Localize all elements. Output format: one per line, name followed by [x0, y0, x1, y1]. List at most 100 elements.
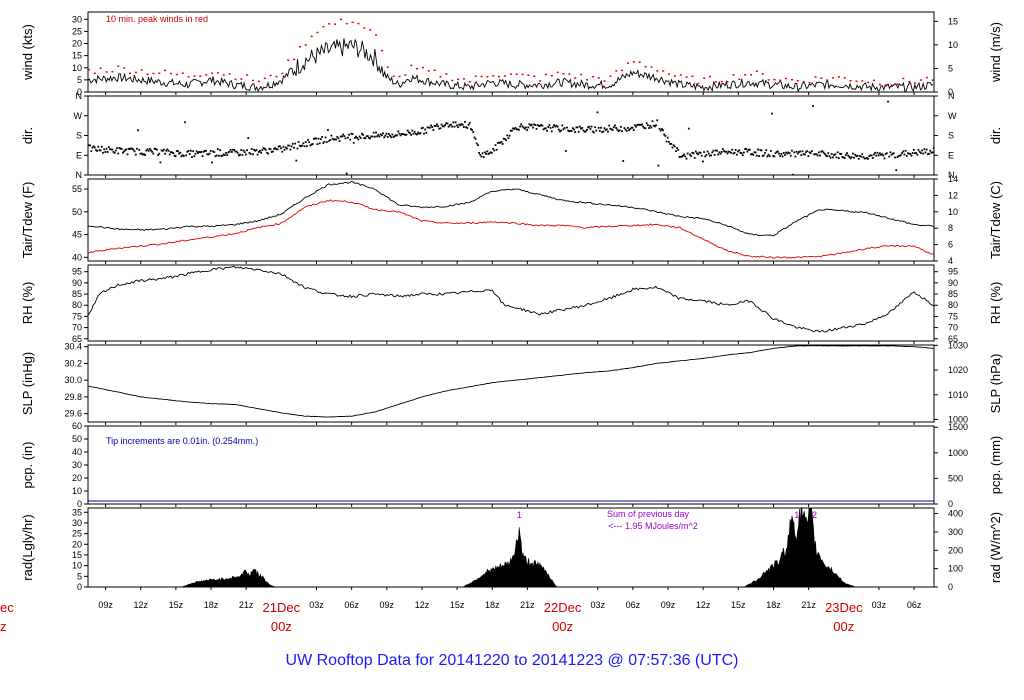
dir-point: [411, 129, 414, 132]
dir-point: [725, 150, 728, 153]
peak-point: [697, 82, 700, 85]
dir-point: [147, 149, 150, 152]
dir-point: [795, 150, 798, 153]
ytick-label-right-rad: 300: [948, 527, 963, 537]
dir-point: [89, 144, 91, 147]
ylabel-left-wind: wind (kts): [20, 24, 35, 81]
dir-point: [129, 148, 131, 151]
dir-point: [351, 133, 354, 135]
peak-point: [685, 76, 688, 78]
ytick-label-right-temp: 12: [948, 190, 958, 200]
dir-point: [713, 154, 716, 156]
peak-point: [826, 79, 829, 81]
dir-point: [753, 151, 756, 154]
dir-point: [673, 145, 676, 148]
panel-frame-rh: [87, 264, 935, 342]
dir-point: [173, 154, 176, 157]
peak-point: [99, 67, 102, 70]
dir-point: [126, 153, 129, 156]
dir-point: [819, 154, 821, 157]
dir-point: [791, 149, 793, 152]
ytick-label-right-slp: 1000: [948, 414, 968, 424]
dir-point: [256, 153, 259, 156]
x-tick-label: 06z: [907, 600, 922, 610]
dir-point: [430, 124, 432, 127]
dir-point: [747, 149, 750, 151]
series-line-Tdew: [88, 199, 934, 259]
ylabel-right-wind: wind (m/s): [988, 22, 1003, 83]
dir-point: [542, 128, 545, 131]
dir-point: [812, 105, 814, 108]
dir-point: [234, 150, 237, 153]
dir-point: [219, 149, 222, 152]
dir-point: [801, 150, 804, 153]
rad-note-2: <--- 1.95 MJoules/m^2: [608, 521, 698, 531]
dir-point: [726, 152, 729, 155]
dir-point: [902, 150, 905, 153]
peak-point: [515, 73, 518, 76]
dir-point: [682, 154, 684, 157]
dir-point: [330, 134, 333, 137]
dir-point: [335, 138, 338, 141]
dir-point: [607, 130, 609, 133]
ytick-label-left-slp: 30.0: [64, 375, 82, 385]
peak-point: [521, 73, 524, 76]
dir-point: [498, 141, 500, 144]
dir-point: [596, 111, 599, 114]
ytick-label-right-rh: 90: [948, 278, 958, 288]
dir-point: [489, 151, 492, 154]
series-points-direction: [88, 100, 934, 175]
dir-point: [143, 153, 145, 155]
dir-point: [329, 139, 332, 141]
dir-point: [609, 127, 612, 130]
dir-point: [787, 151, 790, 154]
ytick-label-left-rh: 80: [72, 300, 82, 310]
dir-point: [263, 147, 266, 150]
dir-point: [784, 154, 786, 156]
ytick-label-right-temp: 4: [948, 256, 953, 266]
dir-point: [816, 154, 819, 157]
dir-point: [385, 132, 388, 135]
peak-point: [832, 77, 835, 79]
dir-point: [859, 155, 861, 157]
dir-point: [788, 152, 791, 155]
peak-point: [732, 74, 735, 76]
dir-point: [884, 153, 887, 155]
peak-point: [779, 79, 782, 82]
peak-point: [205, 74, 208, 76]
dir-point: [802, 153, 805, 156]
dir-point: [180, 155, 183, 158]
peak-point: [129, 72, 132, 75]
peak-point: [761, 73, 764, 75]
dir-point: [127, 147, 130, 150]
dir-point: [925, 148, 928, 151]
x-tick-label: 09z: [98, 600, 113, 610]
dir-point: [121, 151, 124, 154]
dir-point: [341, 135, 343, 138]
dir-point: [734, 149, 737, 151]
ytick-label-right-wind: 0: [948, 87, 953, 97]
dir-point: [803, 153, 806, 156]
dir-point: [207, 153, 210, 156]
dir-point: [113, 152, 116, 154]
dir-point: [760, 149, 763, 152]
dir-point: [357, 138, 360, 141]
panel-slp: SLP (inHg) SLP (hPa) 29.6 29.8 30.0 30.2 30.4 1…: [20, 340, 1003, 425]
dir-point: [877, 154, 880, 157]
dir-point: [723, 150, 725, 152]
dir-point: [294, 142, 297, 145]
dir-point: [846, 152, 848, 155]
dir-point: [580, 127, 582, 130]
dir-point: [624, 128, 627, 131]
dir-point: [686, 152, 689, 155]
dir-point: [186, 150, 189, 153]
dir-point: [273, 147, 275, 150]
ytick-label-right-wind: 15: [948, 16, 958, 26]
dir-point: [494, 144, 497, 147]
dir-point: [431, 126, 434, 129]
dir-point: [284, 146, 287, 149]
dir-point: [684, 155, 687, 158]
dir-point: [759, 149, 762, 151]
dir-point: [878, 152, 881, 155]
ytick-label-left-wind: 25: [72, 26, 82, 36]
